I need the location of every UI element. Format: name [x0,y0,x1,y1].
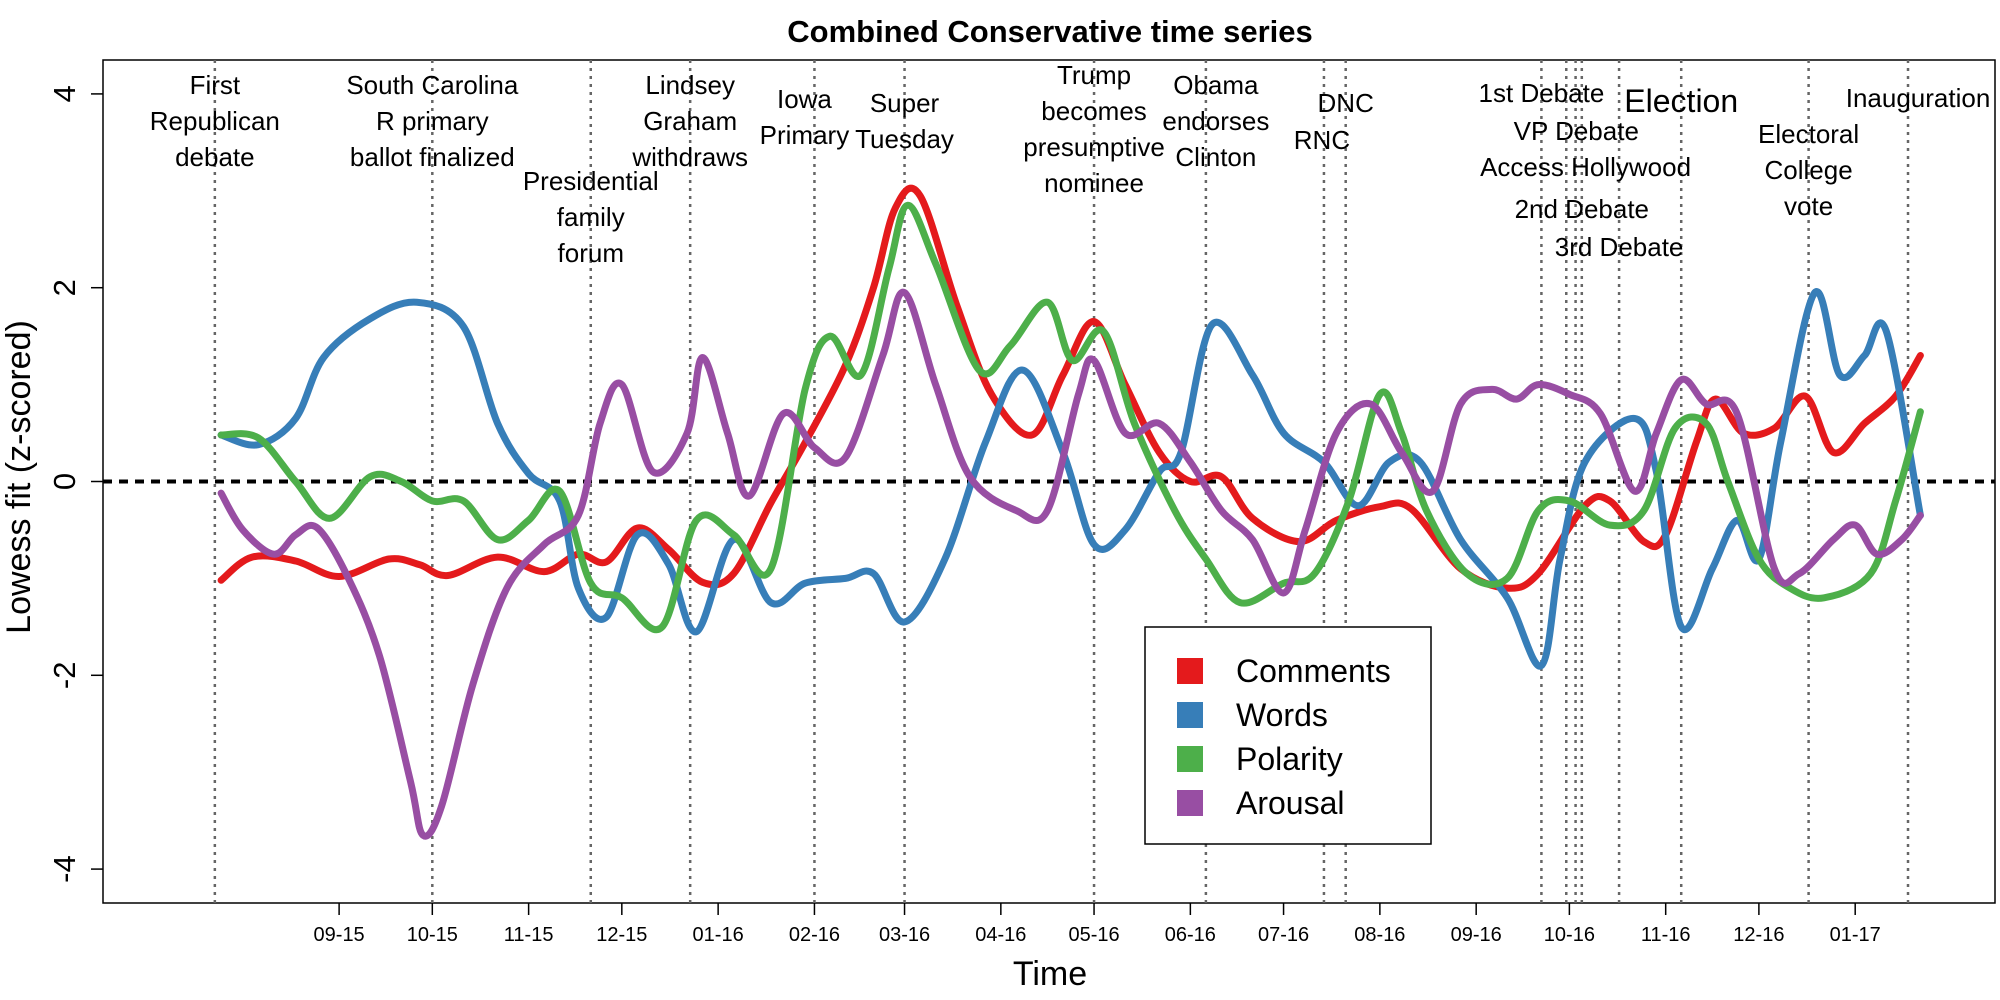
event-label: withdraws [631,142,748,172]
y-tick-label: -4 [47,855,82,883]
event-label: 3rd Debate [1555,232,1684,262]
event-label: ballot finalized [350,142,515,172]
x-tick-label: 11-16 [1641,924,1691,946]
x-tick-label: 10-15 [407,924,458,946]
y-tick-label: 4 [47,85,82,102]
event-label: South Carolina [346,70,519,100]
event-label: Presidential [523,166,659,196]
event-label: Iowa [777,84,832,114]
event-label: College [1765,155,1853,185]
x-tick-label: 11-15 [504,924,554,946]
legend-swatch-words [1177,702,1203,728]
series-line-arousal [217,289,1924,840]
event-label: Tuesday [855,124,954,154]
event-label: Trump [1057,60,1131,90]
legend-label: Arousal [1236,785,1345,821]
event-label: forum [558,238,624,268]
x-tick-label: 05-16 [1068,924,1119,946]
legend-label: Polarity [1236,741,1343,777]
event-label: Primary [760,120,850,150]
x-tick-label: 01-17 [1830,924,1881,946]
event-label: Obama [1173,70,1259,100]
x-axis-label: Time [1013,955,1087,993]
event-label: Graham [643,106,737,136]
x-tick-label: 09-15 [314,924,365,946]
x-tick-label: 04-16 [975,924,1026,946]
chart-title: Combined Conservative time series [787,14,1312,49]
x-tick-label: 09-16 [1451,924,1502,946]
event-label: endorses [1162,106,1269,136]
event-label: debate [175,142,255,172]
legend-label: Comments [1236,653,1391,689]
event-label: RNC [1294,125,1350,155]
event-label: becomes [1041,96,1147,126]
x-tick-label: 10-16 [1544,924,1595,946]
event-label: Clinton [1175,142,1256,172]
event-label: family [557,202,625,232]
event-label: presumptive [1023,132,1165,162]
event-label: VP Debate [1514,116,1639,146]
event-label: First [190,70,241,100]
y-tick-label: -2 [47,662,82,690]
event-label: Election [1624,83,1738,119]
x-tick-label: 06-16 [1165,924,1216,946]
x-tick-label: 01-16 [693,924,744,946]
legend-swatch-arousal [1177,790,1203,816]
x-tick-label: 02-16 [789,924,840,946]
series-line-polarity [217,201,1924,633]
event-label: DNC [1318,88,1374,118]
event-label: Republican [150,106,280,136]
series-line-words [217,288,1924,670]
legend-label: Words [1236,697,1328,733]
x-tick-label: 12-15 [596,924,647,946]
event-label: 1st Debate [1479,78,1605,108]
y-tick-label: 0 [47,473,82,490]
y-tick-label: 2 [47,279,82,296]
event-label: Electoral [1758,119,1859,149]
x-tick-label: 12-16 [1733,924,1784,946]
event-label: Access Hollywood [1480,152,1691,182]
event-label: Inauguration [1846,83,1991,113]
event-label: Lindsey [645,70,735,100]
event-label: Super [870,88,940,118]
event-label: R primary [376,106,489,136]
x-tick-label: 03-16 [879,924,930,946]
event-label: vote [1784,191,1833,221]
y-axis-label: Lowess fit (z-scored) [0,320,38,634]
x-tick-label: 08-16 [1354,924,1405,946]
event-label: 2nd Debate [1515,194,1649,224]
legend-swatch-comments [1177,658,1203,684]
legend-swatch-polarity [1177,746,1203,772]
event-label: nominee [1044,168,1144,198]
x-tick-label: 07-16 [1258,924,1309,946]
